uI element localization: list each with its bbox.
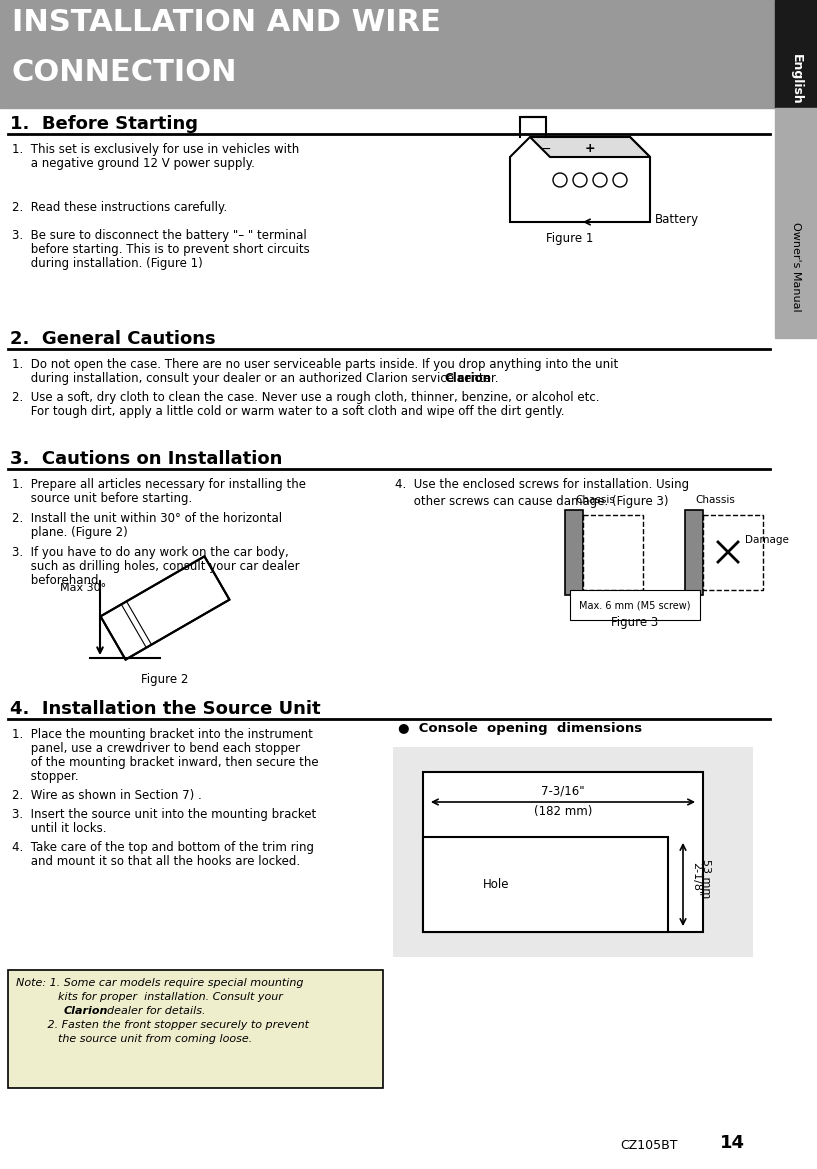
Text: Max 30°: Max 30° xyxy=(60,583,106,593)
Bar xyxy=(583,516,643,590)
Circle shape xyxy=(553,173,567,187)
Text: Damage: Damage xyxy=(745,535,789,545)
Circle shape xyxy=(593,173,607,187)
Text: ●  Console  opening  dimensions: ● Console opening dimensions xyxy=(398,722,642,735)
Text: 4.  Take care of the top and bottom of the trim ring: 4. Take care of the top and bottom of th… xyxy=(12,841,314,855)
Text: of the mounting bracket inward, then secure the: of the mounting bracket inward, then sec… xyxy=(12,756,319,769)
Text: CZ105BT: CZ105BT xyxy=(620,1139,677,1151)
Bar xyxy=(393,747,753,957)
Text: Max. 6 mm (M5 screw): Max. 6 mm (M5 screw) xyxy=(579,600,690,610)
Text: 4.  Use the enclosed screws for installation. Using
     other screws can cause : 4. Use the enclosed screws for installat… xyxy=(395,478,689,509)
Text: Figure 3: Figure 3 xyxy=(611,616,659,629)
Text: 2.  Read these instructions carefully.: 2. Read these instructions carefully. xyxy=(12,201,227,214)
Text: 3.  Insert the source unit into the mounting bracket: 3. Insert the source unit into the mount… xyxy=(12,808,316,821)
Text: 7-3/16": 7-3/16" xyxy=(541,784,585,797)
Text: 14: 14 xyxy=(720,1134,745,1151)
Text: Chassis: Chassis xyxy=(575,494,615,505)
Text: until it locks.: until it locks. xyxy=(12,822,106,835)
Text: dealer for details.: dealer for details. xyxy=(100,1007,206,1016)
Bar xyxy=(423,837,668,932)
Text: Clarion: Clarion xyxy=(444,372,491,385)
Text: CONNECTION: CONNECTION xyxy=(12,58,238,87)
Text: beforehand.: beforehand. xyxy=(12,574,102,587)
Bar xyxy=(775,0,817,108)
Text: source unit before starting.: source unit before starting. xyxy=(12,492,192,505)
Text: 4.  Installation the Source Unit: 4. Installation the Source Unit xyxy=(10,700,320,718)
Text: −: − xyxy=(541,143,551,155)
Text: such as drilling holes, consult your car dealer: such as drilling holes, consult your car… xyxy=(12,560,300,573)
Text: before starting. This is to prevent short circuits: before starting. This is to prevent shor… xyxy=(12,243,310,256)
Text: 53 mm: 53 mm xyxy=(701,859,711,899)
Text: stopper.: stopper. xyxy=(12,770,78,783)
Text: a negative ground 12 V power supply.: a negative ground 12 V power supply. xyxy=(12,157,255,170)
Text: plane. (Figure 2): plane. (Figure 2) xyxy=(12,526,127,539)
Text: panel, use a crewdriver to bend each stopper: panel, use a crewdriver to bend each sto… xyxy=(12,742,300,755)
Text: Hole: Hole xyxy=(483,878,510,891)
Text: Chassis: Chassis xyxy=(695,494,735,505)
Text: 1.  Do not open the case. There are no user serviceable parts inside. If you dro: 1. Do not open the case. There are no us… xyxy=(12,358,618,371)
Bar xyxy=(0,0,775,108)
Text: For tough dirt, apply a little cold or warm water to a soft cloth and wipe off t: For tough dirt, apply a little cold or w… xyxy=(12,404,565,419)
Polygon shape xyxy=(510,137,650,222)
Text: Battery: Battery xyxy=(655,214,699,227)
Bar xyxy=(423,772,703,932)
Text: Note: 1. Some car models require special mounting: Note: 1. Some car models require special… xyxy=(16,978,303,988)
Text: 2.  Wire as shown in Section 7) .: 2. Wire as shown in Section 7) . xyxy=(12,789,202,802)
Bar xyxy=(703,516,763,590)
Circle shape xyxy=(573,173,587,187)
Text: 1.  Before Starting: 1. Before Starting xyxy=(10,115,198,133)
Text: 2.  Install the unit within 30° of the horizontal: 2. Install the unit within 30° of the ho… xyxy=(12,512,282,525)
Text: 2.  Use a soft, dry cloth to clean the case. Never use a rough cloth, thinner, b: 2. Use a soft, dry cloth to clean the ca… xyxy=(12,390,600,404)
Bar xyxy=(685,510,703,595)
Text: (182 mm): (182 mm) xyxy=(534,805,592,818)
Text: 2-1/8": 2-1/8" xyxy=(691,862,701,897)
Text: 1.  This set is exclusively for use in vehicles with: 1. This set is exclusively for use in ve… xyxy=(12,143,299,155)
Polygon shape xyxy=(530,137,650,157)
Text: during installation. (Figure 1): during installation. (Figure 1) xyxy=(12,257,203,270)
Text: 2. Fasten the front stopper securely to prevent: 2. Fasten the front stopper securely to … xyxy=(16,1021,309,1030)
Polygon shape xyxy=(100,556,230,659)
Text: kits for proper  installation. Consult your: kits for proper installation. Consult yo… xyxy=(16,992,283,1002)
Text: +: + xyxy=(585,143,596,155)
Text: the source unit from coming loose.: the source unit from coming loose. xyxy=(16,1035,252,1044)
Text: and mount it so that all the hooks are locked.: and mount it so that all the hooks are l… xyxy=(12,855,300,869)
Bar xyxy=(8,970,383,1088)
Text: Figure 1: Figure 1 xyxy=(547,231,594,245)
Text: 3.  Be sure to disconnect the battery "– " terminal: 3. Be sure to disconnect the battery "– … xyxy=(12,229,306,242)
Text: 3.  If you have to do any work on the car body,: 3. If you have to do any work on the car… xyxy=(12,546,288,559)
Text: INSTALLATION AND WIRE: INSTALLATION AND WIRE xyxy=(12,8,441,37)
Circle shape xyxy=(613,173,627,187)
Text: 3.  Cautions on Installation: 3. Cautions on Installation xyxy=(10,450,283,468)
Text: Figure 2: Figure 2 xyxy=(141,673,189,686)
Bar xyxy=(775,108,817,338)
Text: Owner's Manual: Owner's Manual xyxy=(791,222,801,312)
Text: 2.  General Cautions: 2. General Cautions xyxy=(10,330,216,348)
Bar xyxy=(565,510,583,595)
Text: English: English xyxy=(789,54,802,105)
Text: Clarion: Clarion xyxy=(64,1007,109,1016)
Text: 1.  Place the mounting bracket into the instrument: 1. Place the mounting bracket into the i… xyxy=(12,728,313,741)
Text: during installation, consult your dealer or an authorized Clarion service center: during installation, consult your dealer… xyxy=(12,372,498,385)
Text: 1.  Prepare all articles necessary for installing the: 1. Prepare all articles necessary for in… xyxy=(12,478,306,491)
